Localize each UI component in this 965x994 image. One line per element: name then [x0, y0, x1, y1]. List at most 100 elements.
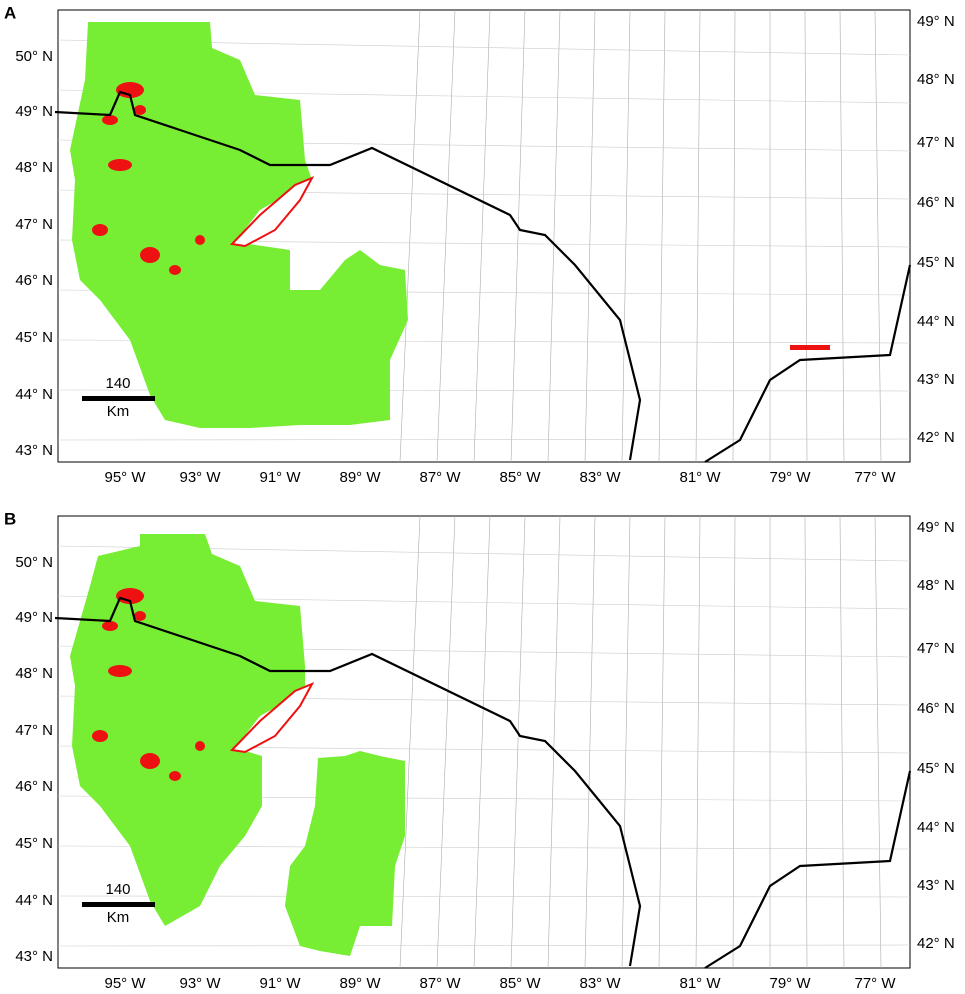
latitude-label: 46° N: [917, 194, 955, 211]
latitude-label: 49° N: [15, 609, 53, 626]
habitat-loss: [92, 730, 108, 742]
habitat-loss: [140, 753, 160, 769]
latitude-label: 44° N: [917, 819, 955, 836]
boundary-line: [473, 9, 491, 463]
boundary-line: [658, 9, 666, 463]
habitat-loss: [790, 345, 830, 350]
lake: [229, 176, 315, 248]
longitude-label: 83° W: [579, 975, 621, 992]
scale-distance: 140: [105, 375, 130, 392]
boundary-line: [874, 9, 882, 463]
habitat-loss: [169, 771, 181, 781]
longitude-label: 93° W: [179, 975, 221, 992]
boundary-line: [436, 515, 456, 969]
latitude-label: 42° N: [917, 429, 955, 446]
boundary-line: [57, 438, 911, 441]
longitude-label: 85° W: [499, 469, 541, 486]
latitude-label: 48° N: [917, 577, 955, 594]
boundary-line: [695, 515, 701, 969]
latitude-label: 44° N: [15, 892, 53, 909]
habitat-loss: [108, 665, 132, 677]
boundary-line: [510, 515, 526, 969]
boundary-line: [804, 515, 808, 969]
panel-label: B: [4, 509, 16, 528]
latitude-label: 44° N: [15, 386, 53, 403]
latitude-label: 47° N: [15, 216, 53, 233]
boundary-line: [547, 515, 561, 969]
longitude-label: 81° W: [679, 469, 721, 486]
boundary-line: [839, 515, 845, 969]
scale-unit: Km: [107, 909, 130, 926]
map-panel: A 50° N 49° N 48° N 47° N 46° N 45° N 44° N 43° …: [4, 3, 955, 485]
boundary-line: [510, 9, 526, 463]
boundary-line: [874, 515, 882, 969]
latitude-label: 48° N: [917, 71, 955, 88]
latitude-label: 42° N: [917, 935, 955, 952]
latitude-label: 48° N: [15, 665, 53, 682]
latitude-label: 49° N: [15, 103, 53, 120]
habitat-loss: [169, 265, 181, 275]
boundary-line: [695, 9, 701, 463]
habitat-loss: [92, 224, 108, 236]
habitat-area: [70, 22, 408, 428]
longitude-label: 89° W: [339, 469, 381, 486]
longitude-label: 95° W: [104, 469, 146, 486]
longitude-label: 79° W: [769, 975, 811, 992]
latitude-label: 47° N: [15, 722, 53, 739]
habitat-loss: [140, 247, 160, 263]
lake: [229, 682, 315, 754]
boundary-line: [584, 515, 596, 969]
boundary-line: [621, 9, 631, 463]
boundary-line: [57, 944, 911, 947]
habitat-area: [285, 751, 405, 956]
scale-distance: 140: [105, 881, 130, 898]
country-border: [54, 596, 642, 967]
latitude-label: 49° N: [917, 519, 955, 536]
country-border: [54, 90, 642, 461]
latitude-label: 46° N: [917, 700, 955, 717]
longitude-label: 85° W: [499, 975, 541, 992]
scale-bar: [82, 902, 155, 907]
habitat-loss: [134, 611, 146, 621]
longitude-label: 87° W: [419, 469, 461, 486]
latitude-label: 47° N: [917, 134, 955, 151]
boundary-line: [584, 9, 596, 463]
longitude-label: 77° W: [854, 469, 896, 486]
latitude-label: 46° N: [15, 272, 53, 289]
boundary-line: [436, 9, 456, 463]
scale-unit: Km: [107, 403, 130, 420]
boundary-line: [804, 9, 808, 463]
latitude-label: 49° N: [917, 13, 955, 30]
latitude-label: 50° N: [15, 48, 53, 65]
boundary-line: [621, 515, 631, 969]
boundary-line: [839, 9, 845, 463]
longitude-label: 91° W: [259, 469, 301, 486]
latitude-label: 45° N: [15, 329, 53, 346]
latitude-label: 43° N: [917, 877, 955, 894]
longitude-label: 81° W: [679, 975, 721, 992]
longitude-label: 95° W: [104, 975, 146, 992]
country-border: [704, 770, 912, 969]
latitude-label: 50° N: [15, 554, 53, 571]
habitat-loss: [102, 621, 118, 631]
boundary-line: [473, 515, 491, 969]
boundary-line: [658, 515, 666, 969]
latitude-label: 47° N: [917, 640, 955, 657]
latitude-label: 46° N: [15, 778, 53, 795]
panel-label: A: [4, 3, 16, 22]
longitude-label: 83° W: [579, 469, 621, 486]
country-border: [704, 264, 912, 463]
habitat-loss: [134, 105, 146, 115]
latitude-label: 43° N: [917, 371, 955, 388]
latitude-label: 45° N: [917, 760, 955, 777]
longitude-label: 93° W: [179, 469, 221, 486]
habitat-loss: [195, 235, 205, 245]
longitude-label: 87° W: [419, 975, 461, 992]
longitude-label: 89° W: [339, 975, 381, 992]
habitat-loss: [195, 741, 205, 751]
latitude-label: 44° N: [917, 313, 955, 330]
boundary-line: [732, 9, 736, 463]
map-panel: B 50° N 49° N 48° N 47° N 46° N 45° N 44° N 43° …: [4, 509, 955, 991]
habitat-loss: [102, 115, 118, 125]
